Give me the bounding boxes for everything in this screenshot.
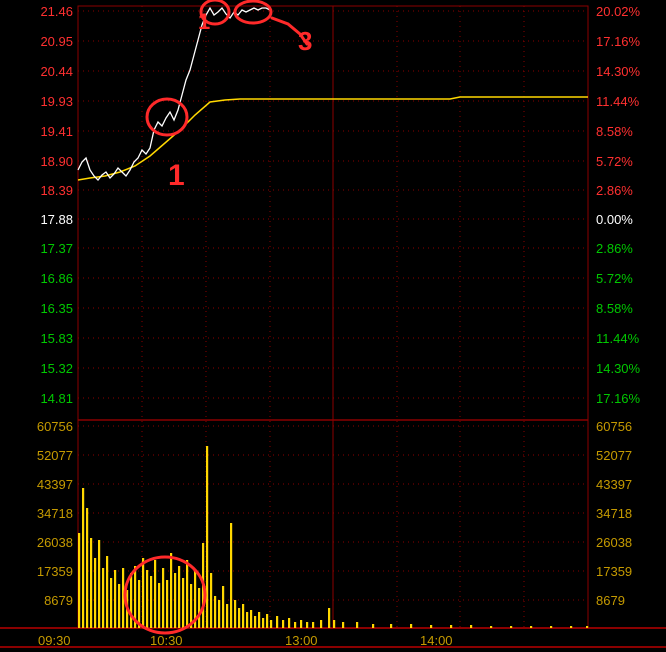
price-axis-right-label: 5.72% (596, 271, 633, 286)
price-axis-right-label: 5.72% (596, 154, 633, 169)
volume-axis-left-label: 8679 (18, 593, 73, 608)
stock-intraday-chart: { "chart": { "bg_color": "#000000", "gri… (0, 0, 666, 652)
volume-axis-left-label: 43397 (18, 477, 73, 492)
price-axis-left-label: 19.41 (18, 124, 73, 139)
price-axis-right-label: 0.00% (596, 212, 633, 227)
price-axis-left-label: 20.95 (18, 34, 73, 49)
time-axis-label: 09:30 (38, 633, 71, 648)
price-axis-left-label: 21.46 (18, 4, 73, 19)
volume-axis-left-label: 17359 (18, 564, 73, 579)
price-axis-right-label: 17.16% (596, 391, 640, 406)
price-axis-right-label: 8.58% (596, 124, 633, 139)
time-axis-label: 14:00 (420, 633, 453, 648)
price-axis-right-label: 14.30% (596, 361, 640, 376)
volume-axis-left-label: 60756 (18, 419, 73, 434)
volume-axis-right-label: 52077 (596, 448, 632, 463)
time-axis-label: 13:00 (285, 633, 318, 648)
volume-axis-right-label: 34718 (596, 506, 632, 521)
volume-axis-left-label: 26038 (18, 535, 73, 550)
price-axis-left-label: 16.35 (18, 301, 73, 316)
volume-axis-right-label: 8679 (596, 593, 625, 608)
price-axis-right-label: 11.44% (596, 331, 639, 346)
price-axis-left-label: 18.90 (18, 154, 73, 169)
volume-axis-right-label: 60756 (596, 419, 632, 434)
price-axis-right-label: 11.44% (596, 94, 639, 109)
price-axis-right-label: 14.30% (596, 64, 640, 79)
price-axis-left-label: 18.39 (18, 183, 73, 198)
price-axis-left-label: 14.81 (18, 391, 73, 406)
price-axis-right-label: 20.02% (596, 4, 640, 19)
price-axis-left-label: 20.44 (18, 64, 73, 79)
price-axis-right-label: 8.58% (596, 301, 633, 316)
volume-axis-right-label: 26038 (596, 535, 632, 550)
price-axis-left-label: 17.37 (18, 241, 73, 256)
price-axis-right-label: 17.16% (596, 34, 640, 49)
time-axis-label: 10:30 (150, 633, 183, 648)
chart-plot (0, 0, 666, 652)
volume-axis-right-label: 43397 (596, 477, 632, 492)
price-axis-right-label: 2.86% (596, 241, 633, 256)
volume-axis-left-label: 34718 (18, 506, 73, 521)
price-axis-left-label: 16.86 (18, 271, 73, 286)
volume-axis-left-label: 52077 (18, 448, 73, 463)
volume-axis-right-label: 17359 (596, 564, 632, 579)
price-axis-right-label: 2.86% (596, 183, 633, 198)
price-axis-left-label: 15.83 (18, 331, 73, 346)
price-axis-left-label: 19.93 (18, 94, 73, 109)
price-axis-left-label: 15.32 (18, 361, 73, 376)
price-axis-left-label: 17.88 (18, 212, 73, 227)
